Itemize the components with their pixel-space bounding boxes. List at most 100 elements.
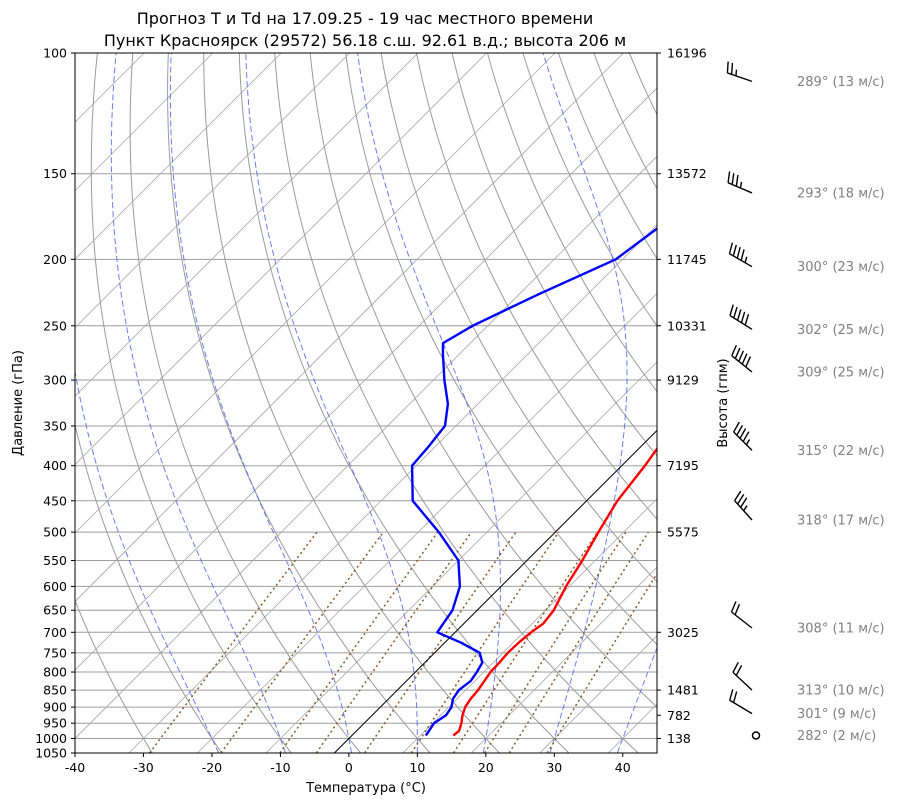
wind-barb bbox=[729, 689, 753, 715]
moist-adiabat-line bbox=[357, 53, 501, 753]
wind-label: 315° (22 м/с) bbox=[797, 444, 885, 459]
isotherm-line bbox=[471, 566, 657, 753]
isotherm-line bbox=[265, 361, 657, 753]
wind-barb bbox=[728, 242, 753, 268]
moist-adiabat-line bbox=[245, 53, 418, 753]
height-tick-label: 7195 bbox=[667, 458, 699, 473]
dry-adiabat-line bbox=[167, 53, 431, 753]
height-tick-label: 3025 bbox=[667, 625, 699, 640]
x-tick-label: -10 bbox=[270, 760, 290, 775]
moist-adiabat-line bbox=[75, 368, 220, 753]
isotherm-line bbox=[75, 87, 657, 671]
wind-barb bbox=[726, 61, 753, 83]
wind-label: 301° (9 м/с) bbox=[797, 707, 876, 722]
temperature-line bbox=[452, 446, 657, 737]
wind-label: 282° (2 м/с) bbox=[797, 729, 876, 744]
isotherm-line bbox=[75, 53, 350, 329]
wind-label: 313° (10 м/с) bbox=[797, 684, 885, 699]
dry-adiabat-line bbox=[129, 53, 361, 753]
chart-title-line2: Пункт Красноярск (29572) 56.18 с.ш. 92.6… bbox=[104, 31, 626, 50]
dry-adiabat-line bbox=[203, 53, 500, 753]
dry-adiabat-line bbox=[842, 53, 900, 753]
isotherm-line bbox=[402, 498, 657, 753]
pressure-tick-label: 750 bbox=[43, 645, 67, 660]
wind-label: 309° (25 м/с) bbox=[797, 366, 885, 381]
wind-label: 318° (17 м/с) bbox=[797, 513, 885, 528]
isotherm-line bbox=[334, 429, 657, 753]
x-axis-label: Температура (°C) bbox=[305, 781, 426, 796]
mixing-ratio-line bbox=[546, 572, 657, 753]
dry-adiabat-line bbox=[75, 599, 153, 753]
x-tick-label: -40 bbox=[65, 760, 85, 775]
isotherm-line bbox=[539, 635, 657, 753]
pressure-tick-label: 950 bbox=[43, 716, 67, 731]
dry-adiabat-line bbox=[345, 53, 657, 646]
pressure-tick-label: 1000 bbox=[35, 731, 67, 746]
zero-isotherm-line bbox=[334, 429, 657, 753]
pressure-tick-label: 350 bbox=[43, 418, 67, 433]
x-tick-label: 0 bbox=[345, 760, 353, 775]
height-axis-label: Высота (гпм) bbox=[716, 358, 731, 447]
isotherm-line bbox=[75, 155, 657, 740]
pressure-tick-label: 300 bbox=[43, 373, 67, 388]
mixing-ratio-line bbox=[508, 531, 650, 753]
axis-ticks: 1001502002503003504004505005506006507007… bbox=[35, 46, 707, 776]
dry-adiabat-line bbox=[451, 53, 657, 457]
mixing-ratio-line bbox=[220, 531, 385, 753]
pressure-tick-label: 200 bbox=[43, 252, 67, 267]
wind-barb bbox=[751, 731, 761, 740]
isotherm-line bbox=[677, 53, 900, 753]
wind-barb bbox=[730, 601, 753, 629]
isotherm-line bbox=[75, 53, 213, 192]
dry-adiabat-line bbox=[238, 53, 570, 753]
wind-barb bbox=[734, 490, 753, 521]
pressure-tick-label: 850 bbox=[43, 683, 67, 698]
dry-adiabat-line bbox=[380, 53, 657, 583]
moist-adiabat-line bbox=[169, 53, 352, 753]
wind-profile: 289° (13 м/с) 293° (18 м/с) 300° (23 м/с) 3… bbox=[726, 61, 885, 744]
height-tick-label: 9129 bbox=[667, 373, 699, 388]
mixing-ratio-line bbox=[315, 531, 473, 753]
wind-label: 302° (25 м/с) bbox=[797, 323, 885, 338]
height-tick-label: 10331 bbox=[667, 318, 707, 333]
x-tick-label: -20 bbox=[202, 760, 222, 775]
mixing-ratio-line bbox=[279, 531, 439, 753]
pressure-tick-label: 150 bbox=[43, 166, 67, 181]
dry-adiabat-line bbox=[878, 53, 900, 753]
isotherm-line bbox=[75, 53, 282, 260]
pressure-tick-label: 800 bbox=[43, 665, 67, 680]
plot-frame bbox=[74, 52, 658, 754]
isotherm-line bbox=[0, 53, 7, 753]
dry-adiabat-line bbox=[807, 53, 900, 753]
height-tick-label: 782 bbox=[667, 708, 691, 723]
dry-adiabat-line bbox=[487, 53, 657, 393]
wind-barb bbox=[729, 304, 753, 330]
isotherm-line bbox=[75, 53, 419, 397]
pressure-tick-label: 500 bbox=[43, 525, 67, 540]
pressure-tick-label: 450 bbox=[43, 493, 67, 508]
mixing-ratio-line bbox=[483, 531, 627, 753]
x-tick-label: 40 bbox=[615, 760, 631, 775]
isotherm-line bbox=[75, 53, 487, 466]
dry-adiabat-line bbox=[628, 53, 657, 116]
moist-adiabat-line bbox=[542, 53, 628, 753]
y-axis-label: Давление (гПа) bbox=[11, 350, 26, 456]
pressure-tick-label: 1050 bbox=[35, 746, 67, 761]
isotherm-line bbox=[197, 292, 657, 753]
height-tick-label: 13572 bbox=[667, 166, 707, 181]
x-tick-label: 30 bbox=[546, 760, 562, 775]
pressure-tick-label: 600 bbox=[43, 579, 67, 594]
dry-adiabat-line bbox=[665, 53, 900, 753]
series-layer bbox=[410, 227, 657, 737]
dry-adiabat-line bbox=[771, 53, 900, 753]
x-tick-label: 20 bbox=[478, 760, 494, 775]
wind-barb bbox=[727, 171, 753, 194]
mixing-ratio-line bbox=[410, 531, 560, 753]
dry-adiabat-line bbox=[593, 53, 657, 190]
dry-adiabat-line bbox=[90, 53, 292, 753]
pressure-tick-label: 400 bbox=[43, 458, 67, 473]
wind-label: 300° (23 м/с) bbox=[797, 260, 885, 275]
pressure-tick-label: 250 bbox=[43, 318, 67, 333]
dewpoint-line bbox=[410, 227, 657, 737]
isotherm-line bbox=[745, 53, 900, 753]
